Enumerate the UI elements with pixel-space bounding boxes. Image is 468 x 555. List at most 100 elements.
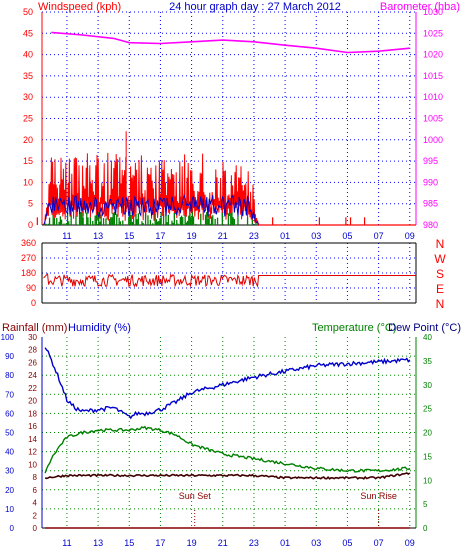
baro-axis-title: Barometer (hba) [380,1,460,13]
wind-x-tick-label: 03 [311,231,321,241]
humidity-axis-title: Humidity (%) [68,322,131,334]
direction-plot-area [42,243,416,303]
wind-x-tick-label: 11 [62,231,71,241]
temp-x-tick-label: 21 [218,538,228,548]
temp-x-tick-label: 17 [155,538,165,548]
direction-y-tick-label: 270 [21,253,36,263]
humidity-y-tick-label: 10 [5,505,14,514]
wind-y-tick-label: 35 [23,71,33,81]
rainfall-y-tick-label: 4 [33,499,38,508]
wind-y-tick-label: 25 [23,114,33,124]
wind-baro-panel: 5045403530252015105010301025102010151010… [23,1,460,241]
wind-y-tick-label: 20 [23,135,33,145]
wind-y-tick-label: 30 [23,92,33,102]
temp-x-tick-label: 11 [62,538,71,548]
humidity-y-tick-label: 80 [5,371,14,380]
baro-y-tick-label: 980 [423,220,438,230]
rainfall-y-tick-label: 28 [28,346,37,355]
temperature-axis-title: Temperature (°C) [312,322,396,334]
rainfall-y-tick-label: 20 [28,397,37,406]
baro-y-tick-label: 985 [423,199,438,209]
temp-x-tick-label: 09 [405,538,415,548]
compass-label: W [434,252,446,266]
compass-label: E [436,282,444,296]
wind-y-tick-label: 5 [28,199,33,209]
temp-x-tick-label: 19 [187,538,197,548]
temp-y-tick-label: 30 [423,381,432,390]
wind-series [36,131,416,227]
sun-annotation-label: Sun Set [179,491,212,501]
humidity-y-tick-label: 50 [5,429,14,438]
temp-y-tick-label: 25 [423,405,432,414]
wind-y-tick-label: 45 [23,28,33,38]
rainfall-y-tick-label: 10 [28,460,37,469]
wind-x-tick-label: 15 [124,231,134,241]
rainfall-y-tick-label: 2 [33,511,38,520]
rainfall-y-tick-label: 22 [28,384,37,393]
temperature-line [44,425,411,474]
baro-y-tick-label: 995 [423,156,438,166]
rainfall-axis-title: Rainfall (mm) [2,322,67,334]
wind-x-tick-label: 21 [218,231,228,241]
rainfall-y-tick-label: 18 [28,409,37,418]
direction-y-tick-label: 90 [26,283,36,293]
wind-average-line [43,193,259,226]
chart-title: 24 hour graph day : 27 March 2012 [169,1,341,13]
temp-x-tick-label: 05 [342,538,352,548]
rainfall-y-tick-label: 14 [28,435,37,444]
baro-y-tick-label: 1020 [423,50,443,60]
rainfall-y-tick-label: 24 [28,371,37,380]
humidity-y-tick-label: 70 [5,390,14,399]
temp-x-tick-label: 13 [93,538,103,548]
wind-axis-title: Windspeed (kph) [38,1,121,13]
wind-x-tick-label: 19 [187,231,197,241]
temp-plot-area [42,337,416,528]
rainfall-y-tick-label: 8 [33,473,38,482]
direction-y-tick-label: 0 [31,298,36,308]
wind-y-tick-label: 10 [23,177,33,187]
temp-y-tick-label: 0 [423,524,428,533]
temp-y-tick-label: 35 [423,357,432,366]
wind-x-tick-label: 01 [280,231,290,241]
temp-y-tick-label: 15 [423,452,432,461]
wind-y-tick-label: 50 [23,7,33,17]
temp-x-tick-label: 15 [124,538,134,548]
rainfall-y-tick-label: 6 [33,486,38,495]
wind-y-tick-label: 0 [28,220,33,230]
rainfall-y-tick-label: 16 [28,422,37,431]
direction-y-tick-label: 360 [21,238,36,248]
baro-y-tick-label: 1010 [423,92,443,102]
sun-annotation-label: Sun Rise [360,491,397,501]
rainfall-y-tick-label: 30 [28,333,37,342]
wind-y-tick-label: 40 [23,50,33,60]
temp-ticks: 1009080706050403020100302826242220181614… [1,333,433,548]
temp-y-tick-label: 10 [423,476,432,485]
baro-y-tick-label: 1005 [423,114,443,124]
wind-ticks: 5045403530252015105010301025102010151010… [23,7,443,241]
rainfall-y-tick-label: 26 [28,358,37,367]
humidity-y-tick-label: 100 [1,333,15,342]
temp-y-tick-label: 5 [423,500,428,509]
baro-y-tick-label: 1000 [423,135,443,145]
temp-y-tick-label: 40 [423,333,432,342]
temp-hum-panel: Sun Set Sun Rise 100908070605040302010030… [1,322,461,548]
compass-label: S [436,267,444,281]
wind-x-tick-label: 05 [342,231,352,241]
rainfall-y-tick-label: 12 [28,448,37,457]
wind-direction-line [43,272,416,288]
baro-y-tick-label: 1030 [423,7,443,17]
temp-y-tick-label: 20 [423,429,432,438]
wind-y-tick-label: 15 [23,156,33,166]
baro-y-tick-label: 990 [423,177,438,187]
humidity-line [44,347,411,420]
baro-y-tick-label: 1025 [423,28,443,38]
temp-x-tick-label: 07 [374,538,384,548]
compass-label: N [436,297,445,311]
wind-x-tick-label: 17 [155,231,165,241]
temp-x-tick-label: 23 [249,538,259,548]
humidity-y-tick-label: 20 [5,486,14,495]
dew-point-axis-title: Dew Point (°C) [388,322,461,334]
humidity-y-tick-label: 90 [5,352,14,361]
